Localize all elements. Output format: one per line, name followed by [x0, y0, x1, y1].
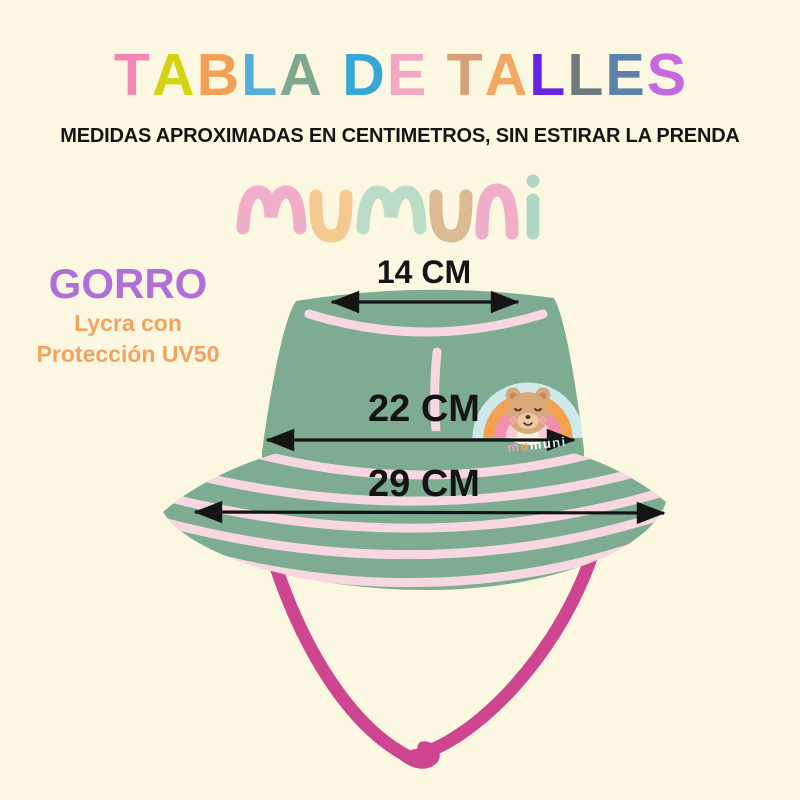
letter: A [151, 42, 195, 108]
bear-cheek-right [539, 416, 547, 424]
brand-logo [235, 170, 565, 248]
letter: L [529, 42, 566, 108]
measurement-crown-top-label: 14 CM [376, 254, 472, 290]
product-name: GORRO [48, 260, 208, 307]
letter: T [446, 42, 483, 108]
letter: D [342, 42, 385, 108]
subtitle: MEDIDAS APROXIMADAS EN CENTIMETROS, SIN … [60, 125, 740, 147]
logo-letter-n [475, 183, 519, 240]
brim-stitch-1 [245, 443, 619, 480]
brim-stitch-4 [163, 507, 666, 560]
bear-cheek-left [509, 416, 517, 424]
product-info: GORRO Lycra con Protección UV50 [22, 260, 234, 370]
logo-letter-u1 [309, 189, 353, 243]
product-material-line1: Lycra con [74, 310, 182, 337]
arrow-brim [193, 500, 666, 525]
logo-letter-i-dot [526, 174, 540, 188]
chin-strap [261, 529, 605, 769]
letter: E [386, 42, 427, 108]
crown-stitch-top [304, 309, 548, 337]
chin-strap-left [261, 535, 416, 764]
rainbow-band-outer [472, 382, 584, 439]
letter: S [646, 42, 687, 108]
bear-mouth [523, 422, 533, 426]
page-title: TABLA DE TALLES [0, 46, 800, 105]
letter: E [605, 42, 645, 108]
letter: T [113, 42, 150, 108]
letter: L [567, 42, 604, 108]
bear-eye-right [534, 408, 542, 412]
bear-muzzle [517, 413, 539, 429]
logo-letter-m2 [356, 185, 427, 235]
bear-patch [472, 382, 584, 445]
measurement-brim-label: 29 CM [368, 463, 480, 505]
letter: A [279, 42, 322, 108]
bear-nose [525, 415, 531, 419]
measurement-head-opening-label: 22 CM [368, 388, 480, 430]
brand-logo-svg [236, 174, 540, 243]
letter: A [484, 42, 528, 108]
product-material-line2: Protección UV50 [36, 341, 220, 368]
measurement-arrows [193, 290, 666, 525]
letter: B [196, 42, 240, 108]
chin-strap-knot [390, 741, 440, 769]
logo-letter-u2 [429, 189, 473, 243]
logo-letter-m1 [236, 185, 307, 235]
letter: L [241, 42, 278, 108]
bear-eye-left [514, 408, 522, 412]
letter: i [560, 433, 568, 450]
